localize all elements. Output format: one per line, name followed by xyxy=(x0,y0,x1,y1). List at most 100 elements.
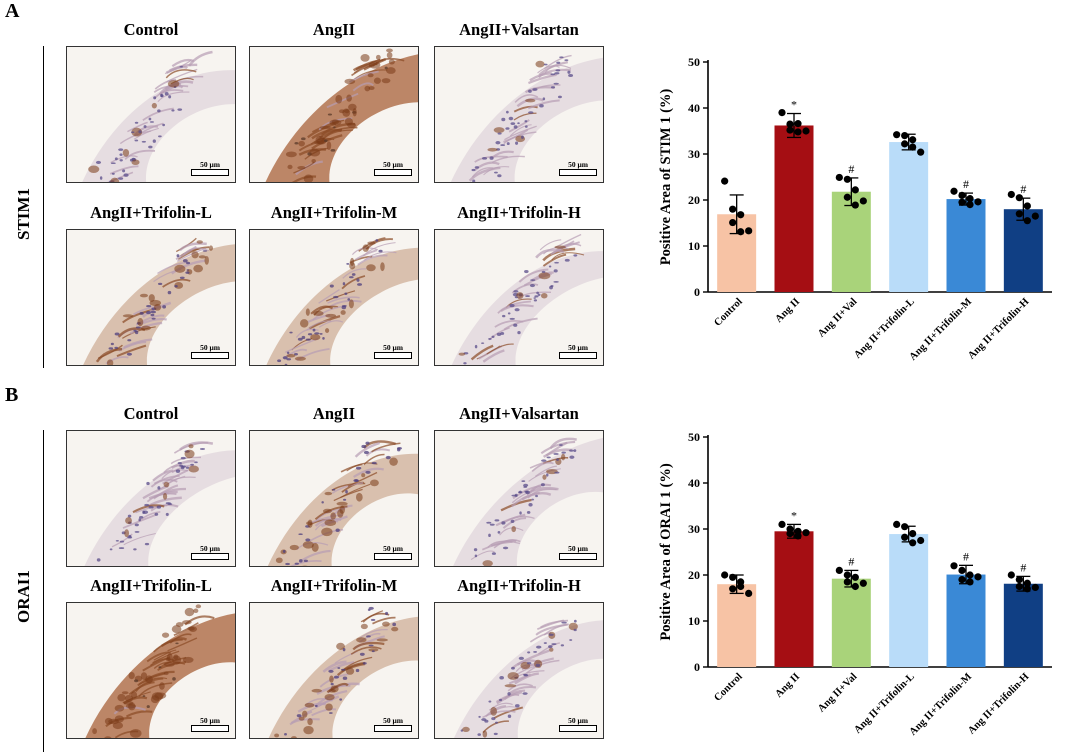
data-point xyxy=(843,193,851,201)
data-point xyxy=(843,578,851,586)
scale-bar: 50 μm xyxy=(374,160,412,176)
panel-b-title-trifolin-l: AngII+Trifolin-L xyxy=(90,576,212,595)
panel-b-divider xyxy=(43,430,44,752)
x-tick-label: Ang II+Trifolin-M xyxy=(908,296,975,363)
data-point xyxy=(794,128,802,136)
significance-mark: # xyxy=(1020,560,1026,574)
panel-b-title-angii: AngII xyxy=(312,404,356,423)
micrograph: 50 μm xyxy=(249,430,419,567)
data-point xyxy=(909,530,917,538)
data-point xyxy=(1015,576,1023,584)
tissue-section xyxy=(435,431,603,566)
data-point xyxy=(835,566,843,574)
scale-bar-label: 50 μm xyxy=(383,716,403,725)
scale-bar-label: 50 μm xyxy=(383,343,403,352)
data-point xyxy=(843,571,851,579)
panel-a-title-valsartan: AngII+Valsartan xyxy=(459,20,579,39)
data-point xyxy=(802,127,810,135)
tissue-section xyxy=(250,603,418,738)
bar xyxy=(889,142,929,292)
panel-a-title-trifolin-m: AngII+Trifolin-M xyxy=(270,203,398,222)
scale-bar: 50 μm xyxy=(374,544,412,560)
data-point xyxy=(1031,212,1039,220)
scale-bar: 50 μm xyxy=(559,343,597,359)
scale-bar-label: 50 μm xyxy=(200,160,220,169)
panel-b-letter: B xyxy=(5,384,19,406)
micrograph: 50 μm xyxy=(434,229,604,366)
bar xyxy=(774,531,814,667)
data-point xyxy=(958,191,966,199)
scale-bar-label: 50 μm xyxy=(200,343,220,352)
micrograph: 50 μm xyxy=(66,46,236,183)
data-point xyxy=(950,187,958,195)
data-point xyxy=(835,173,843,182)
significance-mark: * xyxy=(791,508,797,522)
micrograph: 50 μm xyxy=(434,430,604,567)
data-point xyxy=(1031,583,1039,592)
data-point xyxy=(786,530,794,538)
micrograph: 50 μm xyxy=(434,602,604,739)
data-point xyxy=(893,520,901,528)
scale-bar: 50 μm xyxy=(191,716,229,732)
scale-bar-box xyxy=(559,169,597,176)
panel-a-row-label: STIM1 xyxy=(14,188,33,240)
bar xyxy=(1003,209,1043,292)
significance-mark: # xyxy=(848,162,854,176)
scale-bar-label: 50 μm xyxy=(568,716,588,725)
data-point xyxy=(737,211,745,219)
data-point xyxy=(851,573,859,581)
panel-a-title-angii: AngII xyxy=(312,20,356,39)
data-point xyxy=(729,585,737,593)
significance-mark: # xyxy=(848,554,854,568)
y-tick-label: 0 xyxy=(694,285,700,299)
scale-bar: 50 μm xyxy=(374,716,412,732)
y-tick-label: 0 xyxy=(694,660,700,674)
tissue-section xyxy=(435,603,603,738)
data-point xyxy=(729,205,737,213)
y-tick-label: 50 xyxy=(688,55,700,69)
data-point xyxy=(802,529,810,537)
micrograph: 50 μm xyxy=(249,602,419,739)
x-tick-label: Ang II+Trifolin-L xyxy=(852,671,916,735)
panel-a-title-control: Control xyxy=(123,20,179,39)
data-point xyxy=(786,126,794,134)
scale-bar-box xyxy=(559,352,597,359)
scale-bar-label: 50 μm xyxy=(568,160,588,169)
scale-bar-box xyxy=(374,169,412,176)
bar xyxy=(1003,583,1043,667)
data-point xyxy=(859,197,867,205)
data-point xyxy=(745,227,753,235)
x-tick-label: Ang II+Trifolin-L xyxy=(852,296,916,360)
tissue-section xyxy=(67,230,235,365)
x-tick-label: Ang II+Val xyxy=(816,671,859,714)
bar xyxy=(831,578,871,667)
scale-bar-box xyxy=(374,352,412,359)
data-point xyxy=(1023,202,1031,210)
scale-bar-box xyxy=(374,725,412,732)
data-point xyxy=(901,132,909,140)
significance-mark: # xyxy=(963,549,969,563)
panel-b-title-trifolin-m: AngII+Trifolin-M xyxy=(270,576,398,595)
y-tick-label: 30 xyxy=(688,522,700,536)
bar xyxy=(946,574,986,667)
data-point xyxy=(909,539,917,547)
micrograph: 50 μm xyxy=(66,430,236,567)
scale-bar-box xyxy=(374,553,412,560)
tissue-section xyxy=(250,431,418,566)
data-point xyxy=(901,523,909,531)
panel-b-row-label: ORAI1 xyxy=(14,570,33,623)
x-tick-label: Ang II+Trifolin-M xyxy=(908,671,975,738)
data-point xyxy=(745,589,753,597)
x-tick-label: Control xyxy=(712,296,744,328)
data-point xyxy=(950,562,958,570)
bar xyxy=(946,199,986,292)
tissue-section xyxy=(67,47,235,182)
data-point xyxy=(1015,582,1023,591)
y-tick-label: 50 xyxy=(688,430,700,444)
y-axis-label: Positive Area of STIM 1 (%) xyxy=(658,89,674,266)
data-point xyxy=(958,198,966,206)
data-point xyxy=(958,566,966,574)
tissue-section xyxy=(250,47,418,182)
data-point xyxy=(917,536,925,545)
micrograph: 50 μm xyxy=(249,46,419,183)
